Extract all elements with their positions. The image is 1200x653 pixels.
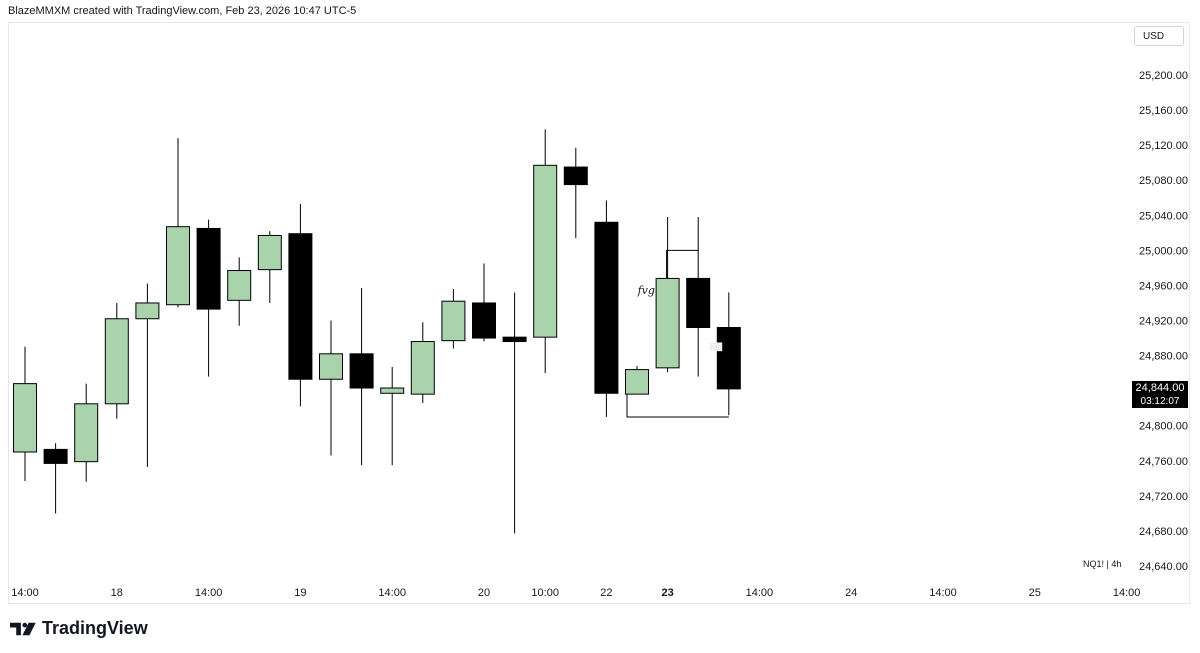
candle-body-up xyxy=(104,318,129,405)
y-tick-label: 24,720.00 xyxy=(1139,491,1188,503)
y-tick-label: 24,960.00 xyxy=(1139,280,1188,292)
currency-label[interactable]: USD xyxy=(1134,26,1184,46)
candle-body-up xyxy=(410,341,435,395)
y-tick-label: 25,120.00 xyxy=(1139,140,1188,152)
x-tick-label: 14:00 xyxy=(746,587,774,599)
candle-body-down xyxy=(594,221,619,394)
candle[interactable] xyxy=(43,443,68,514)
candle[interactable] xyxy=(472,263,496,342)
y-tick-label: 24,920.00 xyxy=(1139,316,1188,328)
candle[interactable] xyxy=(686,217,711,377)
candle[interactable] xyxy=(502,292,527,534)
tradingview-logo-icon xyxy=(10,622,36,635)
candle[interactable] xyxy=(380,366,405,466)
candle[interactable] xyxy=(349,288,374,466)
bar-countdown: 03:12:07 xyxy=(1140,396,1180,407)
candle-body-down xyxy=(686,277,711,329)
y-tick-label: 24,800.00 xyxy=(1139,421,1188,433)
time-axis: 14:00 18 14:00 19 14:00 20 10:00 22 23 14:00 24 14:… xyxy=(11,587,1140,599)
fvg-bracket-top[interactable] xyxy=(666,249,699,279)
candle[interactable] xyxy=(655,217,680,373)
x-tick-label: 24 xyxy=(845,587,857,599)
candle-body-down xyxy=(716,327,741,390)
y-tick-label: 25,160.00 xyxy=(1139,105,1188,117)
x-tick-label: 20 xyxy=(478,587,490,599)
candle[interactable] xyxy=(410,322,435,403)
candle-body-up xyxy=(135,302,160,320)
candle-body-up xyxy=(655,277,680,369)
candle[interactable] xyxy=(441,288,466,349)
chart-attribution: BlazeMMXM created with TradingView.com, … xyxy=(8,5,357,17)
candle[interactable] xyxy=(563,147,588,239)
candle[interactable] xyxy=(257,231,282,303)
candle-body-up xyxy=(625,369,649,395)
y-tick-label: 24,680.00 xyxy=(1139,526,1188,538)
price-axis: 25,200.00 25,160.00 25,120.00 25,080.00 25,0… xyxy=(1139,70,1188,573)
candle-body-down xyxy=(563,166,588,186)
x-tick-label: 19 xyxy=(294,587,306,599)
x-tick-label: 23 xyxy=(661,587,673,599)
x-tick-label: 14:00 xyxy=(11,587,39,599)
candle-body-down xyxy=(196,227,221,310)
candle[interactable] xyxy=(625,366,649,395)
chart-frame[interactable] xyxy=(8,22,1190,604)
candle[interactable] xyxy=(319,320,343,456)
candle-body-down xyxy=(502,336,527,343)
x-tick-label: 14:00 xyxy=(1113,587,1141,599)
candle[interactable] xyxy=(594,200,619,417)
brand-name: TradingView xyxy=(42,618,148,638)
candle-body-up xyxy=(227,270,252,301)
y-tick-label: 25,200.00 xyxy=(1139,70,1188,82)
x-tick-label: 14:00 xyxy=(378,587,406,599)
x-tick-label: 10:00 xyxy=(531,587,559,599)
fvg-zone xyxy=(710,342,723,352)
symbol-interval-tag: NQ1! | 4h xyxy=(1083,559,1122,569)
candle[interactable] xyxy=(166,138,190,308)
candle[interactable] xyxy=(533,129,558,374)
y-tick-label: 25,080.00 xyxy=(1139,175,1188,187)
x-tick-label: 14:00 xyxy=(195,587,223,599)
fvg-annotation-layer: fvg xyxy=(626,249,729,418)
x-tick-label: 25 xyxy=(1029,587,1041,599)
candle-body-up xyxy=(74,403,99,463)
candle-body-up xyxy=(257,234,282,271)
candle[interactable] xyxy=(196,219,221,377)
candles-layer xyxy=(13,129,741,534)
fvg-bracket-bottom[interactable] xyxy=(626,394,729,418)
candle-body-down xyxy=(43,448,68,464)
x-tick-label: 22 xyxy=(600,587,612,599)
tradingview-brand[interactable]: TradingView xyxy=(10,618,148,639)
last-price-value: 24,844.00 xyxy=(1135,382,1185,394)
candle-body-down xyxy=(349,353,374,389)
candle[interactable] xyxy=(227,257,252,326)
x-tick-label: 18 xyxy=(111,587,123,599)
x-tick-label: 14:00 xyxy=(929,587,957,599)
candle-body-up xyxy=(166,226,190,306)
candle-body-down xyxy=(288,233,313,380)
y-tick-label: 24,640.00 xyxy=(1139,561,1188,573)
candle-body-up xyxy=(319,353,343,380)
candle-body-up xyxy=(380,387,405,394)
candle[interactable] xyxy=(74,383,99,482)
candle[interactable] xyxy=(13,346,37,481)
candle-body-up xyxy=(533,164,558,338)
candle[interactable] xyxy=(716,292,741,416)
y-tick-label: 25,040.00 xyxy=(1139,210,1188,222)
last-price-badge: 24,844.00 03:12:07 xyxy=(1132,381,1188,408)
y-tick-label: 25,000.00 xyxy=(1139,245,1188,257)
candle[interactable] xyxy=(104,302,129,419)
candle-body-up xyxy=(441,300,466,342)
candle-body-up xyxy=(13,383,37,453)
y-tick-label: 24,880.00 xyxy=(1139,351,1188,363)
candle-body-down xyxy=(472,302,496,339)
fvg-label: fvg xyxy=(637,284,655,297)
candle[interactable] xyxy=(135,283,160,467)
candle[interactable] xyxy=(288,203,313,407)
y-tick-label: 24,760.00 xyxy=(1139,456,1188,468)
